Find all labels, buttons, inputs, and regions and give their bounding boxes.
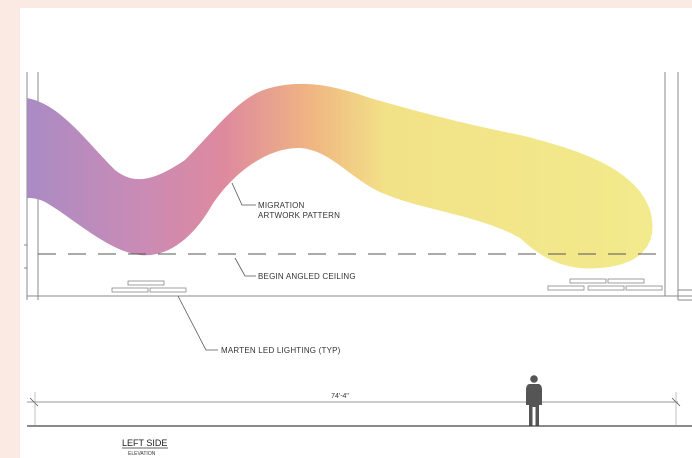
right-wall [664, 72, 692, 301]
drawing-title: LEFT SIDE [122, 438, 167, 448]
lighting-leader [177, 295, 218, 351]
artwork-label-line2: ARTWORK PATTERN [258, 211, 340, 220]
figure-body [526, 384, 542, 426]
led-light-fixture [111, 287, 149, 293]
drawing-subtitle: ELEVATION [128, 451, 156, 457]
dimension-tick-left [29, 397, 39, 407]
led-light-fixture [607, 278, 645, 284]
led-lights-right [547, 278, 663, 291]
migration-artwork-wave [27, 83, 653, 269]
human-scale-figure [526, 375, 542, 426]
led-light-fixture [127, 280, 165, 286]
ceiling-leader [234, 257, 256, 277]
led-light-fixture [149, 287, 187, 293]
led-lights-left [111, 280, 187, 293]
led-light-fixture [587, 285, 625, 291]
elevation-svg: MIGRATION ARTWORK PATTERN BEGIN ANGLED C… [24, 72, 692, 457]
led-light-fixture [547, 285, 585, 291]
led-light-fixture [625, 285, 663, 291]
led-light-fixture [569, 278, 607, 284]
leaders [177, 182, 256, 351]
artwork-label-line1: MIGRATION [258, 201, 305, 210]
dimension-line: 74'-4" [27, 392, 681, 425]
artwork-leader [231, 182, 256, 206]
ceiling-label: BEGIN ANGLED CEILING [258, 272, 356, 281]
lighting-label: MARTEN LED LIGHTING (TYP) [221, 346, 341, 355]
figure-head [530, 375, 538, 383]
elevation-drawing: MIGRATION ARTWORK PATTERN BEGIN ANGLED C… [20, 8, 692, 458]
dimension-label: 74'-4" [331, 393, 349, 400]
